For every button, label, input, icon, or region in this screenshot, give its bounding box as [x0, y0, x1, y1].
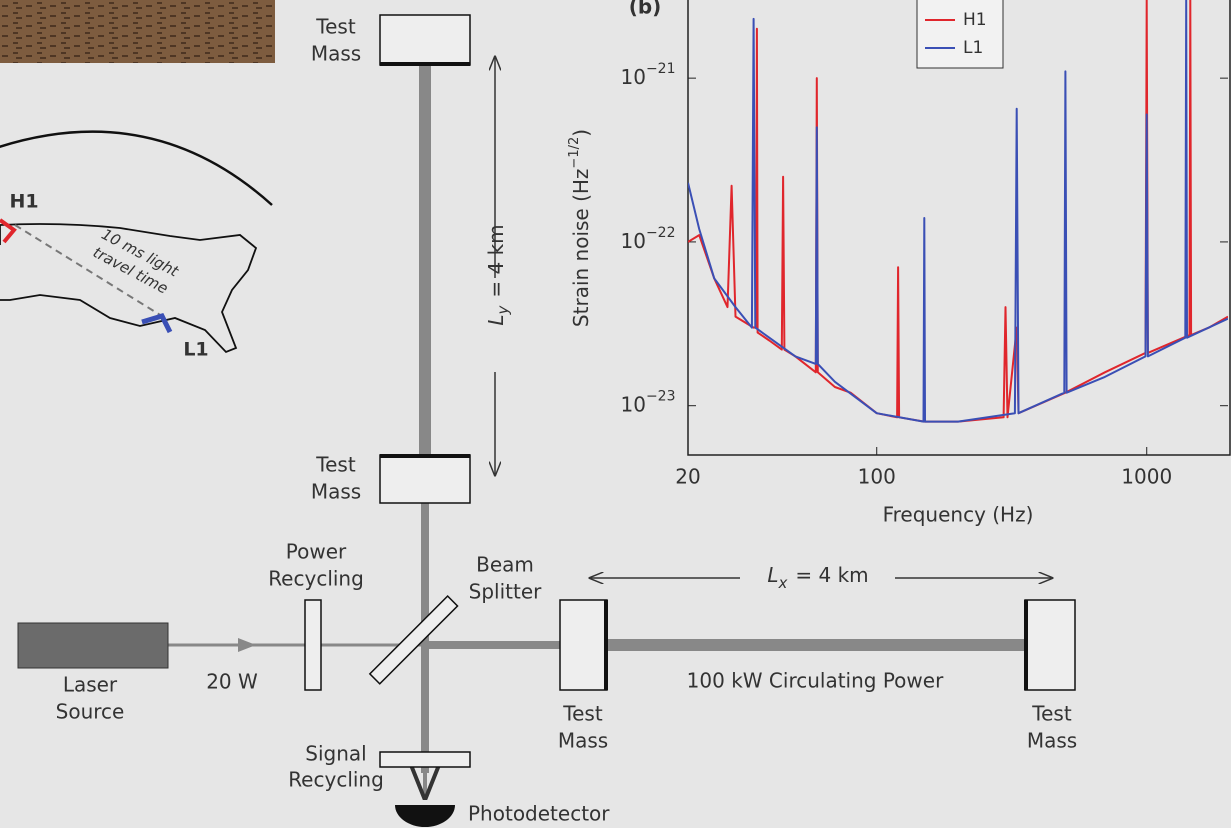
- rest: = 4 km: [795, 563, 868, 587]
- x-axis-label: Frequency (Hz): [883, 503, 1034, 527]
- noise-plot: (b) Frequency (Hz) Strain noise (Hz−1/2)…: [567, 0, 1231, 527]
- legend-box: [916, 0, 1004, 69]
- label: Power: [286, 540, 347, 564]
- label: Splitter: [469, 580, 542, 604]
- label: 100 kW Circulating Power: [687, 669, 944, 693]
- interferometer: Test Mass Test Mass Ly = 4 km Lx = 4 km Po…: [17, 14, 1077, 827]
- series-group: [688, 0, 1228, 423]
- ly-label: Ly = 4 km: [484, 224, 512, 325]
- label: Recycling: [268, 567, 364, 591]
- lx-label: Lx = 4 km: [767, 563, 868, 592]
- map: H1 L1 10 ms light travel time: [0, 130, 273, 361]
- symbol: L: [484, 315, 508, 326]
- label: Mass: [1027, 729, 1077, 753]
- label: Signal: [305, 742, 366, 766]
- y-arm-beam: [419, 65, 431, 455]
- tick-base: 10: [621, 65, 646, 89]
- x-arm-beam: [607, 639, 1027, 651]
- photodetector-icon: [395, 805, 455, 827]
- symbol: L: [767, 563, 778, 587]
- label: Test: [1031, 702, 1072, 726]
- label: Source: [56, 700, 125, 724]
- x-tick-label: 100: [858, 465, 896, 489]
- test-mass: [379, 454, 471, 504]
- tick-base: 10: [621, 392, 646, 416]
- test-mass: [559, 599, 608, 691]
- tick-exponent: −23: [646, 389, 676, 405]
- plot-area: [687, 0, 1231, 456]
- input-arrow: [238, 638, 256, 652]
- subscript: y: [494, 305, 512, 316]
- plot-title: (b): [629, 0, 662, 19]
- label: Test: [562, 702, 603, 726]
- h1-marker: [0, 218, 17, 244]
- label: Photodetector: [468, 802, 610, 826]
- h1-label: H1: [9, 191, 38, 213]
- test-mass: [1024, 599, 1076, 691]
- y-axis-label: Strain noise (Hz−1/2): [567, 129, 593, 327]
- label: Laser: [63, 673, 118, 697]
- legend-label: L1: [963, 38, 983, 58]
- label: Mass: [311, 42, 361, 66]
- label: Test: [315, 15, 356, 39]
- label: Mass: [558, 729, 608, 753]
- us-outline: [0, 223, 258, 354]
- test-mass: [379, 14, 471, 66]
- x-tick-label: 20: [675, 465, 700, 489]
- ylabel-end: ): [569, 129, 593, 137]
- label: Test: [315, 453, 356, 477]
- photo: [0, 0, 275, 63]
- subscript: x: [778, 574, 788, 592]
- tick-exponent: −21: [646, 61, 676, 77]
- light-path: [14, 224, 166, 319]
- tick-base: 10: [621, 228, 646, 252]
- x-tick-label: 1000: [1121, 465, 1172, 489]
- l1-marker: [141, 313, 173, 334]
- earth-limb: [0, 130, 273, 206]
- power-recycling-mirror: [304, 599, 322, 691]
- label: Recycling: [288, 768, 384, 792]
- y-tick-label: 10−22: [621, 225, 676, 253]
- beam-splitter: [368, 595, 459, 685]
- label: 20 W: [206, 670, 258, 694]
- laser: [17, 622, 169, 669]
- y-tick-label: 10−21: [621, 61, 676, 89]
- legend-label: H1: [963, 10, 987, 30]
- noise-curve: [688, 0, 1228, 423]
- rest: = 4 km: [484, 224, 508, 297]
- tick-exponent: −22: [646, 225, 676, 241]
- ylabel: Strain noise (Hz: [569, 169, 593, 328]
- label: Beam: [476, 553, 534, 577]
- signal-recycling-mirror: [379, 751, 471, 768]
- label: Mass: [311, 480, 361, 504]
- y-tick-label: 10−23: [621, 389, 676, 417]
- x-arm-beam: [425, 641, 607, 649]
- l1-label: L1: [183, 339, 208, 361]
- ylabel-exponent: −1/2: [567, 137, 582, 169]
